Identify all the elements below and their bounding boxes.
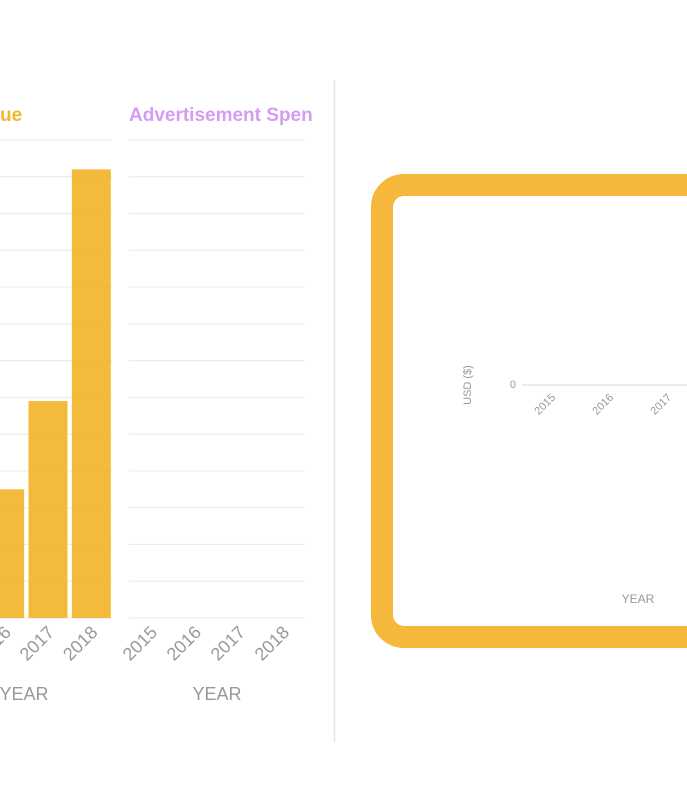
bar	[0, 489, 25, 618]
chart-title: Advertisement Spen	[129, 105, 313, 126]
x-tick-label: 16	[0, 622, 15, 650]
x-axis-label: YEAR	[192, 684, 241, 704]
card-frame	[371, 174, 687, 648]
x-tick-label: 2017	[207, 622, 249, 664]
x-tick-label: 2018	[251, 622, 293, 664]
x-tick-label: 2018	[59, 622, 101, 664]
x-axis-label: YEAR	[0, 684, 49, 704]
y-axis-label: USD ($)	[462, 365, 474, 405]
x-tick-label: 2016	[163, 622, 205, 664]
x-tick-label: 2015	[119, 622, 161, 664]
bar	[28, 401, 68, 618]
x-tick-label: 2017	[16, 622, 58, 664]
x-axis-label: YEAR	[622, 592, 655, 606]
y-tick-label: 0	[510, 379, 516, 391]
chart-title: ue	[0, 105, 22, 126]
bar	[71, 169, 111, 618]
